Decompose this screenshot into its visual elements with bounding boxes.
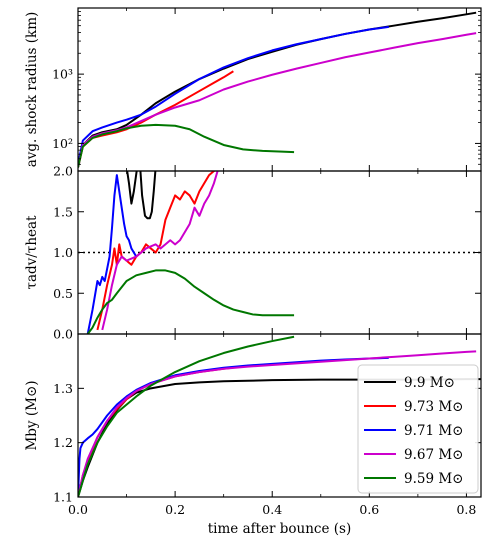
series-line-9-71 [78,25,389,165]
series-group [86,171,295,334]
series-group [78,335,481,497]
series-line-9-71 [86,174,138,334]
y-axis-label: τadv/τheat [24,215,40,290]
series-line-9-9 [126,171,157,220]
series-line-9-59 [78,335,295,497]
y-tick-label: 0.0 [53,327,73,342]
y-axis-label: avg. shock radius (km) [24,12,40,168]
y-tick-label: 10³ [52,67,73,82]
y-tick-label: 1.1 [53,490,73,505]
x-tick-label: 0.0 [68,502,88,517]
legend: 9.9 M⊙ 9.73 M⊙ 9.71 M⊙ 9.67 M⊙ 9.59 M⊙ [357,364,479,494]
series-line-9-67 [78,350,477,497]
series-line-9-73 [78,70,234,168]
y-tick-label: 1.0 [53,245,73,260]
legend-label: 9.73 M⊙ [404,399,463,415]
baryonic-mass-panel: 1.1 1.2 1.3 0.0 0.2 0.4 0.6 0.8 Mby (M⊙) time aft… [24,333,482,537]
y-tick-label: 1.5 [53,204,73,219]
shock-radius-panel: 10² 10³ avg. shock radius (km) [24,7,482,172]
series-line-9-67 [101,171,219,331]
timescale-ratio-panel: 0.0 0.5 1.0 1.5 2.0 τadv/τheat [24,164,482,342]
series-line-9-9 [78,11,477,168]
series-line-9-59 [78,123,295,168]
x-tick-label: 0.4 [262,502,282,517]
y-tick-label: 2.0 [53,164,73,179]
legend-label: 9.59 M⊙ [404,471,463,487]
legend-box [357,364,479,494]
y-axis-label: Mby (M⊙) [24,380,40,450]
x-axis-label: time after bounce (s) [208,521,352,537]
x-tick-label: 0.2 [165,502,185,517]
x-tick-label: 0.6 [359,502,379,517]
series-line-9-73 [96,171,216,331]
legend-label: 9.71 M⊙ [404,423,463,439]
series-line-9-59 [86,269,295,334]
y-tick-label: 0.5 [53,286,73,301]
y-tick-label: 1.2 [53,435,73,450]
y-tick-label: 10² [52,136,73,151]
axes-frame [77,333,482,498]
legend-label: 9.9 M⊙ [404,375,455,391]
legend-label: 9.67 M⊙ [404,447,463,463]
axes-frame [77,7,482,172]
x-tick-label: 0.8 [456,502,476,517]
series-group [78,11,477,168]
y-tick-label: 1.3 [53,381,73,396]
series-line-9-67 [78,32,477,168]
